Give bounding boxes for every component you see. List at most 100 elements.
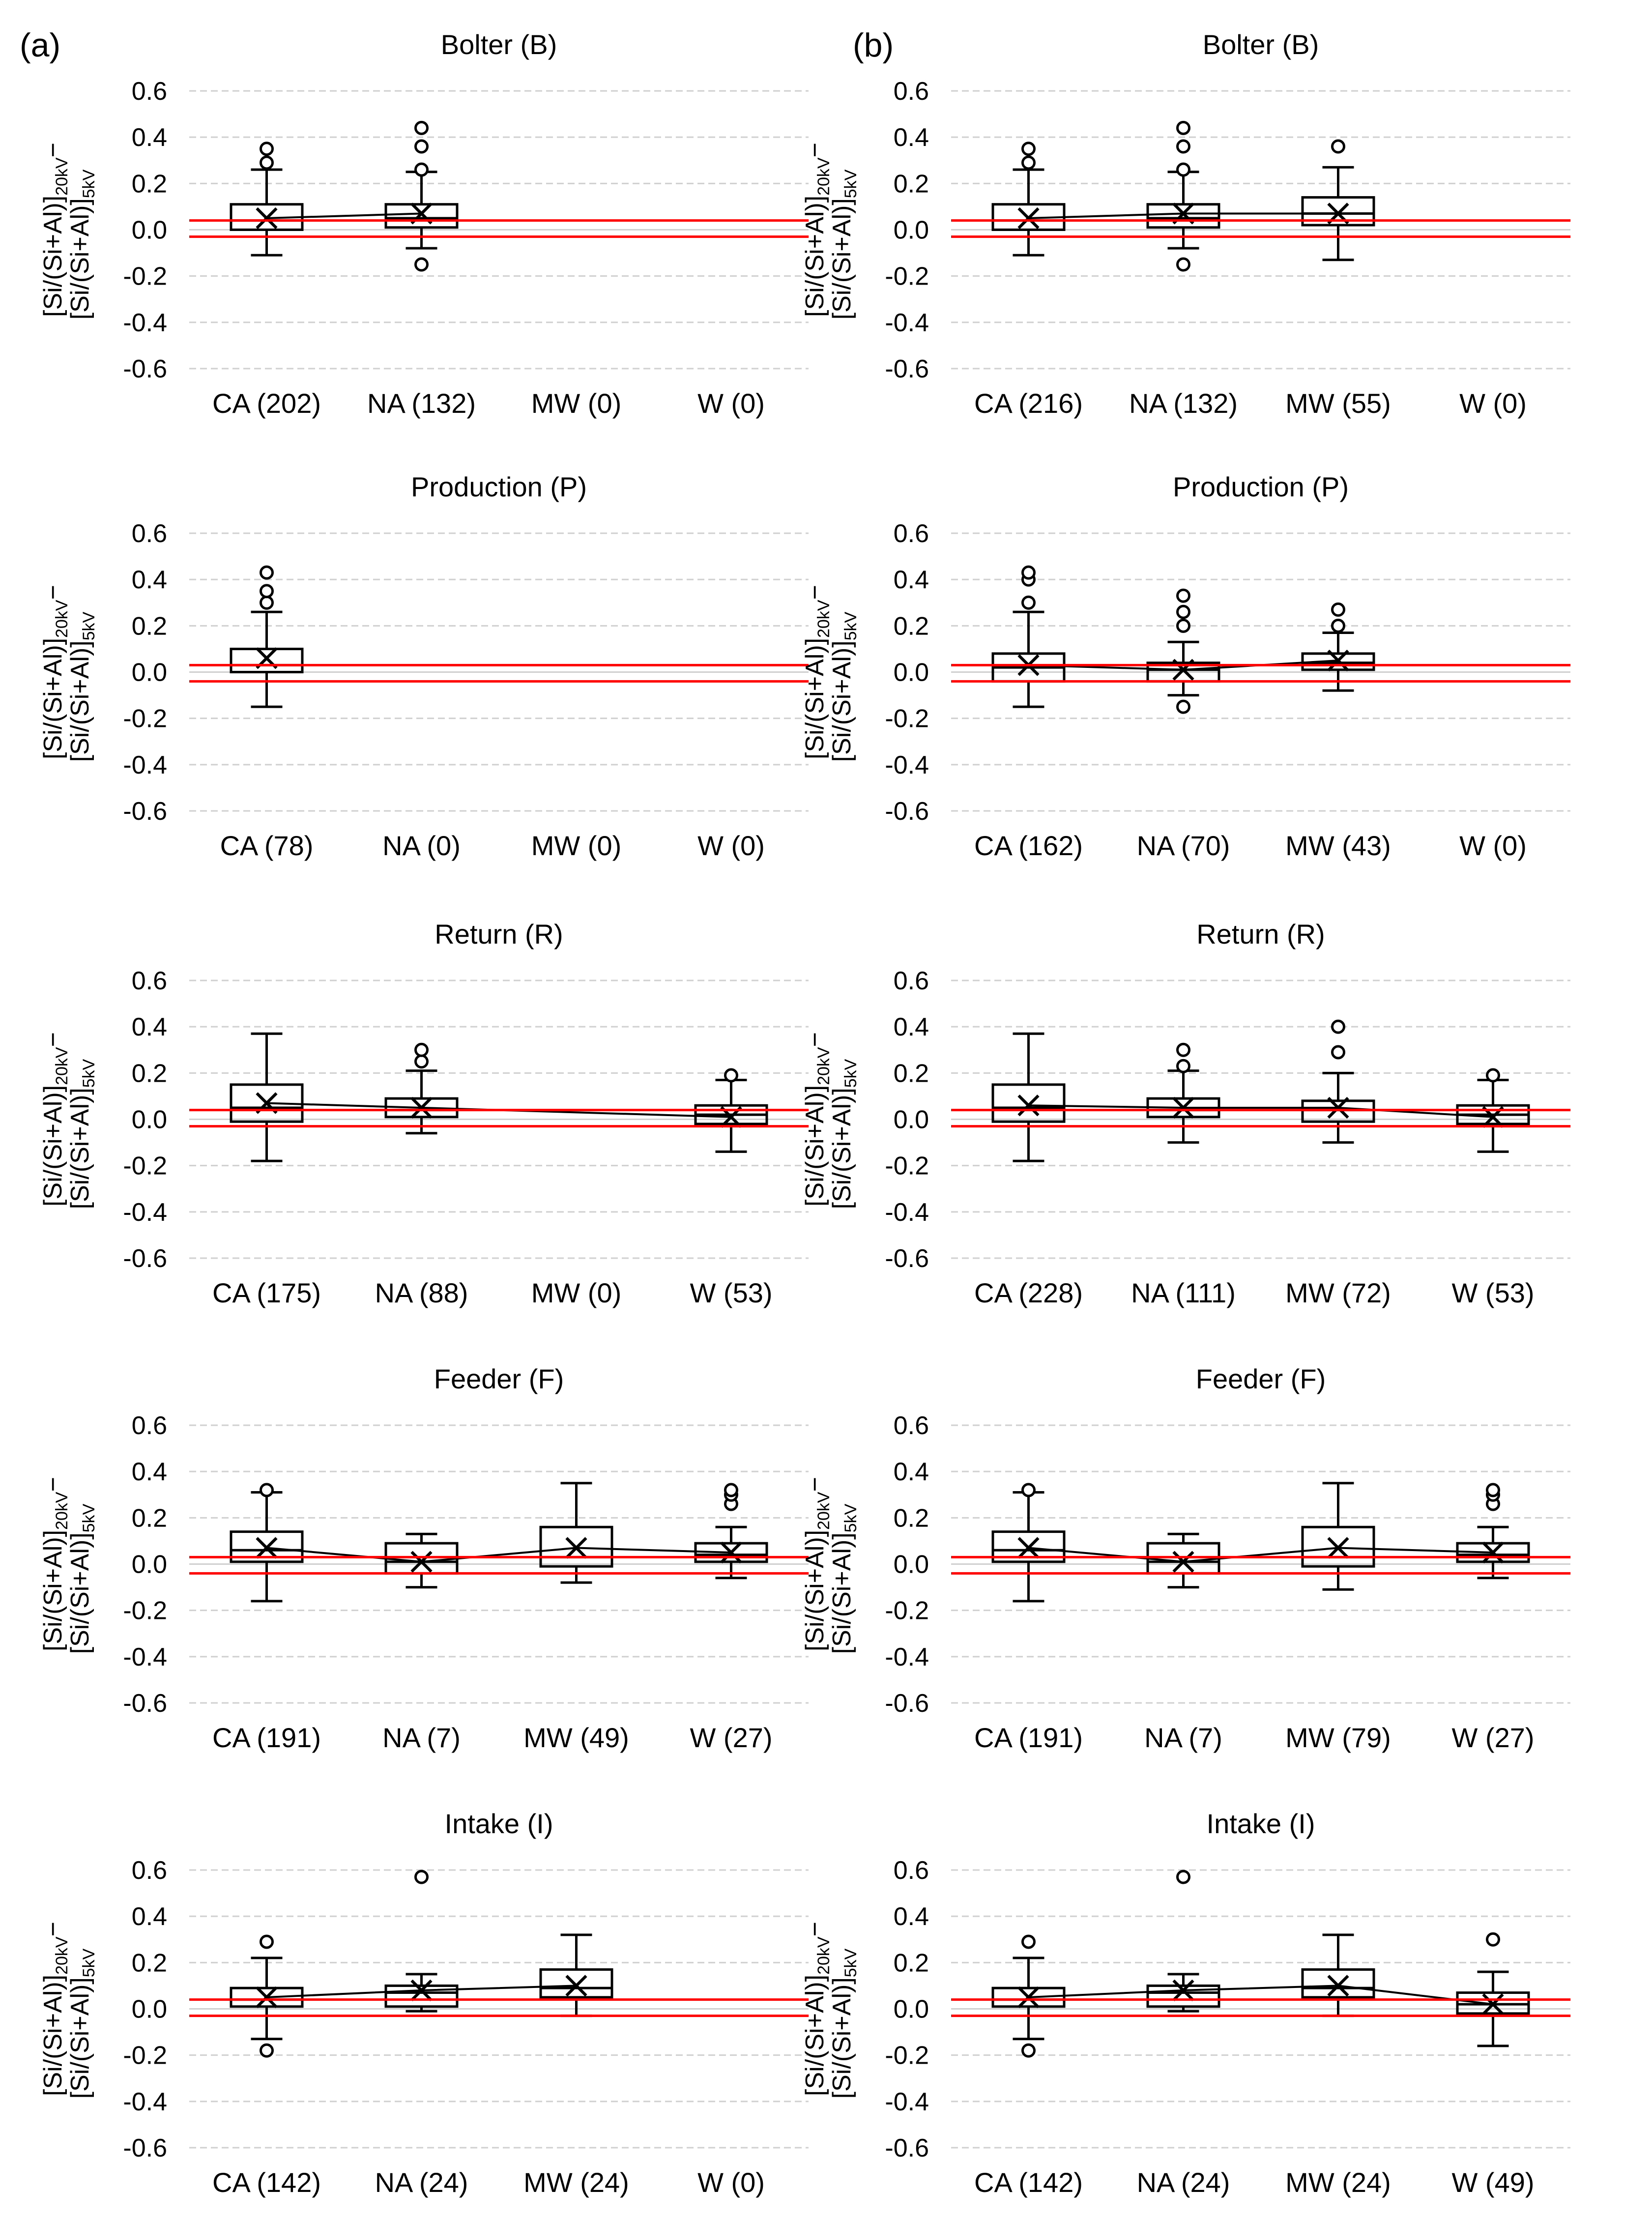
y-label-text: [Si/(Si+Al)] bbox=[39, 1085, 67, 1207]
box-iqr bbox=[991, 1530, 1066, 1563]
x-category-label: W (0) bbox=[1459, 388, 1527, 419]
box-1 bbox=[230, 1032, 304, 1162]
chart-title: Return (R) bbox=[435, 919, 563, 950]
y-tick-label: -0.6 bbox=[885, 355, 929, 383]
x-category-label: W (0) bbox=[697, 2167, 765, 2198]
mean-marker bbox=[1172, 1979, 1194, 2001]
y-tick-label: -0.4 bbox=[123, 751, 167, 779]
y-axis-label-line1: [Si/(Si+Al)]20kV− bbox=[39, 1922, 71, 2096]
y-tick-label: -0.4 bbox=[123, 1643, 167, 1671]
box-iqr bbox=[230, 1083, 304, 1123]
y-label-text: [Si/(Si+Al)] bbox=[66, 198, 94, 319]
y-axis-label-line1: [Si/(Si+Al)]20kV− bbox=[801, 1032, 833, 1207]
y-tick-label: 0.6 bbox=[894, 1856, 929, 1885]
y-tick-label: 0.0 bbox=[132, 216, 167, 245]
y-tick-label: -0.6 bbox=[885, 797, 929, 826]
box-iqr bbox=[1301, 1968, 1375, 1999]
box-iqr bbox=[1146, 203, 1220, 229]
y-label-dash: − bbox=[801, 1032, 829, 1047]
y-label-text: [Si/(Si+Al)] bbox=[39, 1975, 67, 2096]
x-category-label: MW (24) bbox=[523, 2167, 629, 2198]
chart-title: Production (P) bbox=[1173, 471, 1349, 502]
y-label-sub: 5kV bbox=[80, 1948, 98, 1977]
outlier-point bbox=[724, 1068, 738, 1083]
box-1 bbox=[991, 1032, 1066, 1162]
y-tick-label: 0.4 bbox=[894, 566, 929, 594]
y-tick-label: -0.6 bbox=[123, 355, 167, 383]
mean-marker bbox=[256, 207, 278, 230]
chart-title: Production (P) bbox=[411, 471, 587, 502]
y-tick-label: -0.2 bbox=[885, 2042, 929, 2070]
x-category-label: NA (24) bbox=[375, 2167, 468, 2198]
outlier-point bbox=[260, 595, 274, 610]
y-tick-label: 0.2 bbox=[132, 1949, 167, 1977]
y-tick-label: -0.6 bbox=[123, 1689, 167, 1718]
y-tick-label: -0.2 bbox=[123, 705, 167, 733]
panel-label-a: (a) bbox=[20, 27, 60, 64]
y-tick-label: 0.0 bbox=[894, 216, 929, 245]
y-tick-label: -0.6 bbox=[123, 797, 167, 826]
x-category-label: NA (111) bbox=[1131, 1277, 1236, 1308]
y-tick-label: 0.0 bbox=[894, 1106, 929, 1134]
y-label-sub: 5kV bbox=[841, 1503, 860, 1532]
y-axis-label-line1: [Si/(Si+Al)]20kV− bbox=[801, 143, 833, 317]
y-tick-label: 0.2 bbox=[894, 612, 929, 640]
y-tick-label: 0.4 bbox=[132, 1013, 167, 1041]
outlier-point bbox=[260, 584, 274, 599]
y-label-sub: 20kV bbox=[814, 1047, 833, 1085]
x-category-label: CA (142) bbox=[212, 2167, 321, 2198]
outlier-point bbox=[1176, 699, 1190, 714]
chart-3: Production (P)[Si/(Si+Al)]20kV−[Si/(Si+A… bbox=[39, 471, 809, 861]
y-label-sub: 20kV bbox=[53, 157, 71, 196]
box-4 bbox=[1456, 1068, 1530, 1153]
x-category-label: NA (0) bbox=[382, 830, 461, 861]
mean-marker bbox=[256, 1537, 278, 1559]
x-category-label: W (53) bbox=[1452, 1277, 1535, 1308]
chart-title: Intake (I) bbox=[1207, 1808, 1315, 1839]
y-axis-label-line1: [Si/(Si+Al)]20kV− bbox=[39, 1477, 71, 1651]
y-tick-label: 0.0 bbox=[132, 1551, 167, 1579]
y-tick-label: 0.2 bbox=[894, 1059, 929, 1088]
mean-marker bbox=[1482, 1993, 1504, 2015]
y-tick-label: -0.2 bbox=[885, 1597, 929, 1625]
chart-title: Feeder (F) bbox=[1196, 1363, 1326, 1394]
outlier-point bbox=[1176, 588, 1190, 603]
outlier-point bbox=[414, 120, 429, 135]
x-category-label: NA (24) bbox=[1137, 2167, 1230, 2198]
y-label-text: [Si/(Si+Al)] bbox=[801, 638, 829, 759]
y-tick-label: 0.6 bbox=[132, 1856, 167, 1885]
y-tick-label: -0.2 bbox=[123, 2042, 167, 2070]
outlier-point bbox=[414, 1042, 429, 1057]
y-label-dash: − bbox=[801, 585, 829, 600]
mean-marker bbox=[256, 1986, 278, 2009]
y-tick-label: 0.6 bbox=[132, 77, 167, 106]
mean-line bbox=[1028, 1985, 1493, 2006]
y-tick-label: -0.6 bbox=[123, 2134, 167, 2162]
x-category-label: W (27) bbox=[690, 1722, 773, 1753]
box-iqr bbox=[384, 1097, 459, 1119]
outlier-point bbox=[414, 257, 429, 272]
x-category-label: MW (72) bbox=[1285, 1277, 1391, 1308]
mean-marker bbox=[1172, 659, 1194, 681]
x-category-label: CA (228) bbox=[974, 1277, 1083, 1308]
outlier-point bbox=[414, 1870, 429, 1884]
chart-9: Intake (I)[Si/(Si+Al)]20kV−[Si/(Si+Al)]5… bbox=[39, 1808, 809, 2198]
y-label-sub: 5kV bbox=[80, 611, 98, 640]
y-label-sub: 20kV bbox=[53, 600, 71, 638]
y-tick-label: -0.4 bbox=[885, 751, 929, 779]
charts-group: Bolter (B)[Si/(Si+Al)]20kV−[Si/(Si+Al)]5… bbox=[39, 29, 1570, 2198]
y-axis-label-line1: [Si/(Si+Al)]20kV− bbox=[39, 1032, 71, 1207]
outlier-point bbox=[1486, 1068, 1500, 1083]
mean-marker bbox=[1172, 1551, 1194, 1573]
x-category-label: NA (88) bbox=[375, 1277, 468, 1308]
y-tick-label: 0.6 bbox=[894, 519, 929, 548]
mean-line bbox=[266, 1547, 731, 1563]
y-tick-label: 0.0 bbox=[894, 1551, 929, 1579]
x-category-label: MW (79) bbox=[1285, 1722, 1391, 1753]
y-label-sub: 5kV bbox=[80, 169, 98, 198]
box-iqr bbox=[991, 1987, 1066, 2008]
box-4 bbox=[694, 1068, 768, 1153]
y-tick-label: -0.6 bbox=[123, 1244, 167, 1273]
y-label-sub: 20kV bbox=[814, 1492, 833, 1530]
y-label-text: [Si/(Si+Al)] bbox=[66, 640, 94, 762]
